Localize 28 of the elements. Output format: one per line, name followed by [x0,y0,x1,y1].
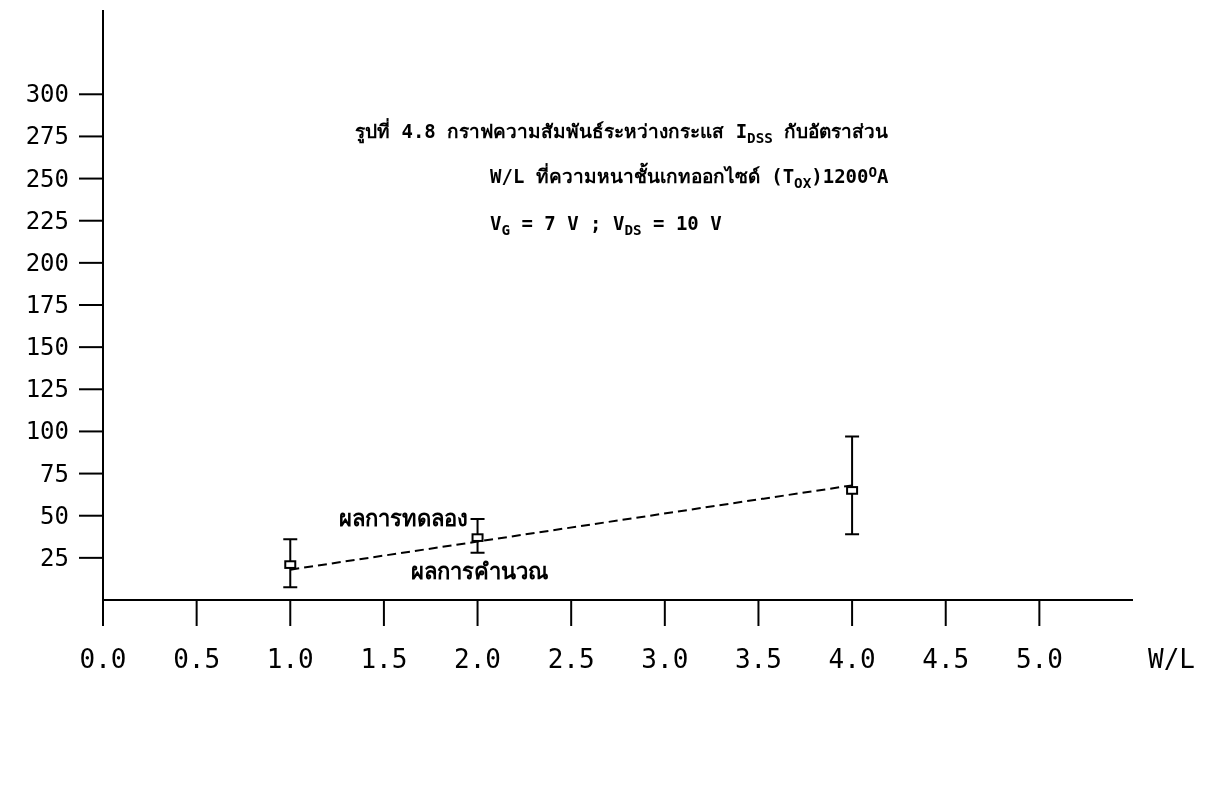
y-tick-label: 200 [25,248,69,277]
y-tick-label: 125 [25,375,69,404]
y-tick-label: 100 [25,417,69,446]
x-tick-label: 1.0 [266,644,314,674]
x-tick-label: 1.5 [360,644,408,674]
y-tick-label: 225 [25,206,69,235]
x-tick-label: 0.5 [173,644,221,674]
text: รูปที่ 4.8 กราฟความสัมพันธ์ระหว่างกระแส I$_{DSS}$ กับอัตราส่วน [355,118,889,146]
y-tick-label: 150 [25,333,69,362]
y-tick-label: 25 [40,543,69,572]
y-tick-label: 50 [40,501,69,530]
x-tick-label: 3.5 [734,644,782,674]
y-tick-label: 250 [25,164,69,193]
x-tick-label: 0.0 [79,644,127,674]
y-tick-label: 275 [25,122,69,151]
series-label: ผลการทดลอง [338,506,468,532]
x-tick-label: 4.0 [828,644,876,674]
text: W/L ที่ความหนาชั้นเกทออกไซด์ (T$_{OX}$)1200$^{O}$A V$_{G}$ = 7 V ; V$_{DS}$ = 10 V [490,163,889,238]
x-axis-title: W/L [1148,644,1195,674]
y-tick-label: 75 [40,459,69,488]
x-tick-label: 2.5 [547,644,595,674]
x-tick-label: 4.5 [922,644,970,674]
series-label: ผลการคำนวณ [410,558,548,584]
y-tick-label: 175 [25,291,69,319]
x-tick-label: 3.0 [641,644,689,674]
x-tick-label: 5.0 [1015,644,1063,674]
x-tick-label: 2.0 [454,644,502,674]
y-tick-label: 300 [25,80,69,109]
